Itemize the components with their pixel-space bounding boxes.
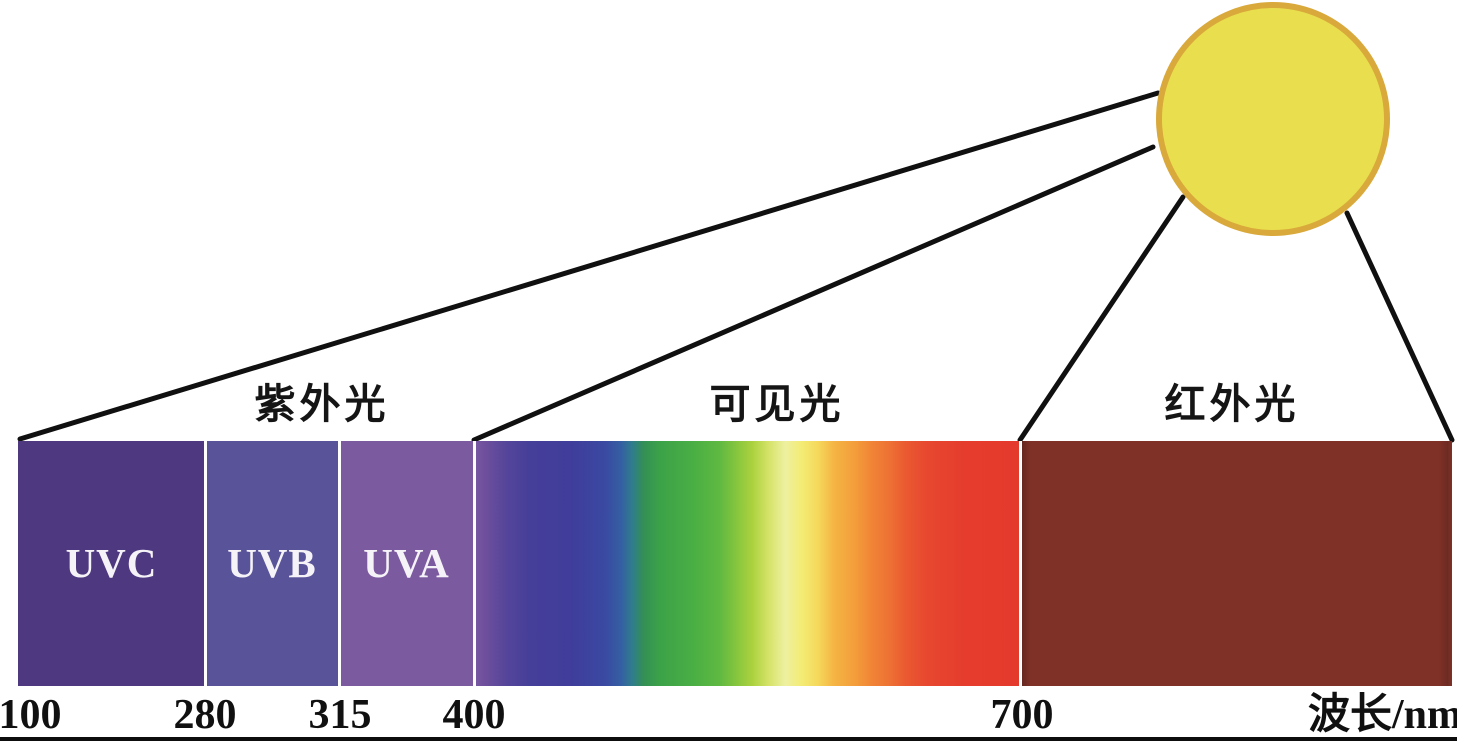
section-divider — [472, 441, 476, 686]
section-divider — [1018, 441, 1022, 686]
uvb-label: UVB — [227, 540, 317, 586]
spectrum-section-uva: UVA — [339, 441, 474, 686]
axis-tick-100: 100 — [0, 692, 62, 738]
sun-ray-line — [17, 90, 1161, 442]
sun-ray-line — [1017, 194, 1186, 443]
section-divider — [337, 441, 341, 686]
sun-ray-line — [1344, 210, 1455, 443]
spectrum-section-uvb: UVB — [205, 441, 339, 686]
bottom-border-line — [0, 737, 1457, 741]
axis-unit-label: 波长/nm — [1307, 692, 1457, 738]
section-divider — [203, 441, 207, 686]
spectrum-section-infrared — [1020, 441, 1452, 686]
uva-label: UVA — [363, 540, 450, 586]
band-label-ultraviolet: 紫外光 — [254, 381, 390, 427]
uvc-label: UVC — [65, 540, 158, 586]
band-label-visible: 可见光 — [709, 381, 845, 427]
spectrum-bar: UVC UVB UVA — [18, 441, 1452, 686]
sun-icon — [1156, 2, 1390, 236]
axis-tick-315: 315 — [308, 692, 372, 738]
axis-tick-700: 700 — [990, 692, 1054, 738]
axis-tick-400: 400 — [442, 692, 506, 738]
axis-tick-280: 280 — [173, 692, 237, 738]
spectrum-section-uvc: UVC — [18, 441, 205, 686]
band-label-infrared: 红外光 — [1164, 381, 1300, 427]
spectrum-section-visible — [474, 441, 1020, 686]
